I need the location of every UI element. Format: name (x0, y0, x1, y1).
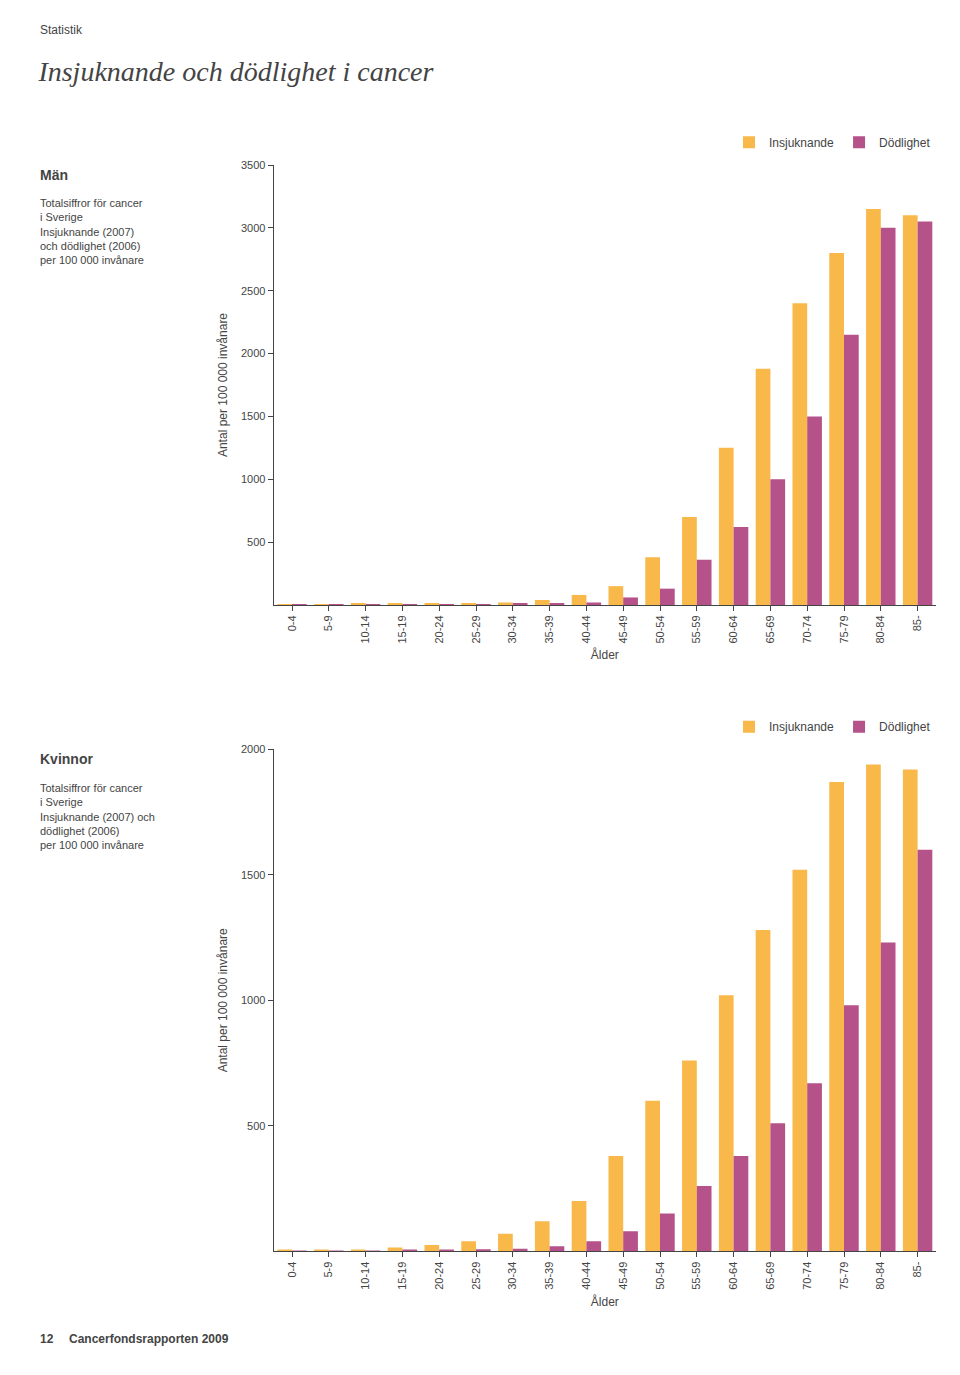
svg-text:15-19: 15-19 (396, 1262, 408, 1290)
svg-text:1500: 1500 (241, 869, 265, 881)
svg-text:65-69: 65-69 (764, 615, 776, 643)
svg-text:Insjuknande: Insjuknande (769, 136, 834, 150)
svg-text:55-59: 55-59 (690, 1262, 702, 1290)
svg-text:1000: 1000 (241, 473, 265, 485)
svg-text:3500: 3500 (241, 159, 265, 171)
svg-text:Män: Män (40, 167, 68, 183)
svg-text:Statistik: Statistik (40, 23, 83, 37)
svg-text:20-24: 20-24 (433, 1262, 445, 1290)
svg-text:500: 500 (247, 536, 265, 548)
svg-text:10-14: 10-14 (359, 1262, 371, 1290)
svg-text:65-69: 65-69 (764, 1262, 776, 1290)
svg-text:75-79: 75-79 (838, 1262, 850, 1290)
svg-text:Antal per 100 000 invånare: Antal per 100 000 invånare (216, 928, 230, 1072)
svg-text:2000: 2000 (241, 347, 265, 359)
svg-text:0-4: 0-4 (286, 1262, 298, 1278)
svg-text:Totalsiffror för canceri Sveri: Totalsiffror för canceri SverigeInsjukna… (40, 782, 155, 851)
svg-text:2500: 2500 (241, 285, 265, 297)
svg-text:20-24: 20-24 (433, 615, 445, 643)
svg-text:60-64: 60-64 (727, 615, 739, 643)
svg-text:Ålder: Ålder (591, 647, 619, 662)
svg-text:1000: 1000 (241, 994, 265, 1006)
svg-text:12: 12 (40, 1332, 54, 1346)
svg-text:5-9: 5-9 (322, 1262, 334, 1278)
svg-text:50-54: 50-54 (654, 1262, 666, 1290)
svg-text:40-44: 40-44 (580, 615, 592, 643)
svg-text:45-49: 45-49 (617, 1262, 629, 1290)
svg-text:10-14: 10-14 (359, 615, 371, 643)
svg-text:Kvinnor: Kvinnor (40, 751, 93, 767)
svg-text:30-34: 30-34 (506, 615, 518, 643)
svg-text:40-44: 40-44 (580, 1262, 592, 1290)
svg-text:1500: 1500 (241, 410, 265, 422)
svg-text:15-19: 15-19 (396, 615, 408, 643)
svg-text:85-: 85- (911, 615, 923, 631)
svg-text:80-84: 80-84 (874, 615, 886, 643)
svg-text:55-59: 55-59 (690, 615, 702, 643)
svg-text:Antal per 100 000 invånare: Antal per 100 000 invånare (216, 313, 230, 457)
svg-text:75-79: 75-79 (838, 615, 850, 643)
svg-text:25-29: 25-29 (470, 1262, 482, 1290)
svg-text:Cancerfondsrapporten 2009: Cancerfondsrapporten 2009 (69, 1332, 229, 1346)
svg-text:500: 500 (247, 1120, 265, 1132)
svg-text:35-39: 35-39 (543, 1262, 555, 1290)
svg-text:0-4: 0-4 (286, 615, 298, 631)
svg-text:30-34: 30-34 (506, 1262, 518, 1290)
svg-text:Ålder: Ålder (591, 1294, 619, 1309)
svg-text:50-54: 50-54 (654, 615, 666, 643)
svg-text:5-9: 5-9 (322, 615, 334, 631)
svg-text:70-74: 70-74 (801, 615, 813, 643)
svg-text:70-74: 70-74 (801, 1262, 813, 1290)
svg-text:Dödlighet: Dödlighet (879, 720, 930, 734)
svg-text:2000: 2000 (241, 743, 265, 755)
svg-text:Insjuknande och dödlighet i ca: Insjuknande och dödlighet i cancer (37, 56, 433, 87)
svg-text:45-49: 45-49 (617, 615, 629, 643)
svg-text:35-39: 35-39 (543, 615, 555, 643)
svg-text:85-: 85- (911, 1261, 923, 1277)
svg-text:25-29: 25-29 (470, 615, 482, 643)
svg-text:3000: 3000 (241, 222, 265, 234)
svg-text:Dödlighet: Dödlighet (879, 136, 930, 150)
svg-text:Totalsiffror för canceri Sveri: Totalsiffror för canceri SverigeInsjukna… (40, 197, 144, 266)
svg-text:60-64: 60-64 (727, 1262, 739, 1290)
svg-text:80-84: 80-84 (874, 1262, 886, 1290)
svg-text:Insjuknande: Insjuknande (769, 720, 834, 734)
